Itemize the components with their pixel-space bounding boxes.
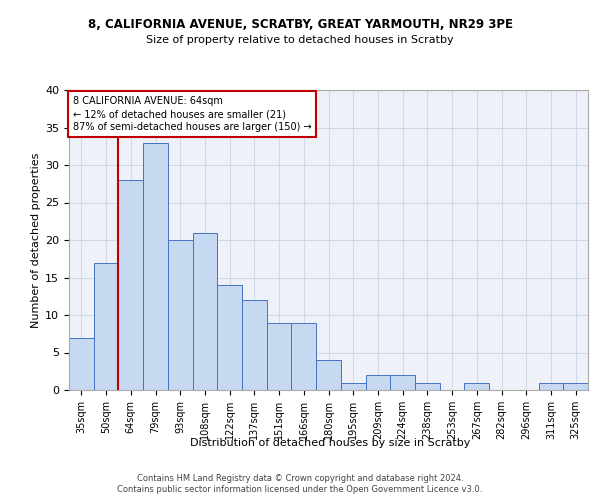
Text: Contains public sector information licensed under the Open Government Licence v3: Contains public sector information licen… [118, 485, 482, 494]
Bar [168, 240, 193, 390]
Bar [94, 262, 118, 390]
Text: Contains HM Land Registry data © Crown copyright and database right 2024.: Contains HM Land Registry data © Crown c… [137, 474, 463, 483]
Text: 8 CALIFORNIA AVENUE: 64sqm
← 12% of detached houses are smaller (21)
87% of semi: 8 CALIFORNIA AVENUE: 64sqm ← 12% of deta… [73, 96, 311, 132]
Bar [365, 375, 390, 390]
Text: Distribution of detached houses by size in Scratby: Distribution of detached houses by size … [190, 438, 470, 448]
Bar [193, 232, 217, 390]
Y-axis label: Number of detached properties: Number of detached properties [31, 152, 41, 328]
Text: 8, CALIFORNIA AVENUE, SCRATBY, GREAT YARMOUTH, NR29 3PE: 8, CALIFORNIA AVENUE, SCRATBY, GREAT YAR… [88, 18, 512, 30]
Bar [539, 382, 563, 390]
Bar [464, 382, 489, 390]
Bar [292, 322, 316, 390]
Bar [341, 382, 365, 390]
Bar [217, 285, 242, 390]
Text: Size of property relative to detached houses in Scratby: Size of property relative to detached ho… [146, 35, 454, 45]
Bar [267, 322, 292, 390]
Bar [242, 300, 267, 390]
Bar [415, 382, 440, 390]
Bar [69, 338, 94, 390]
Bar [118, 180, 143, 390]
Bar [143, 142, 168, 390]
Bar [390, 375, 415, 390]
Bar [563, 382, 588, 390]
Bar [316, 360, 341, 390]
